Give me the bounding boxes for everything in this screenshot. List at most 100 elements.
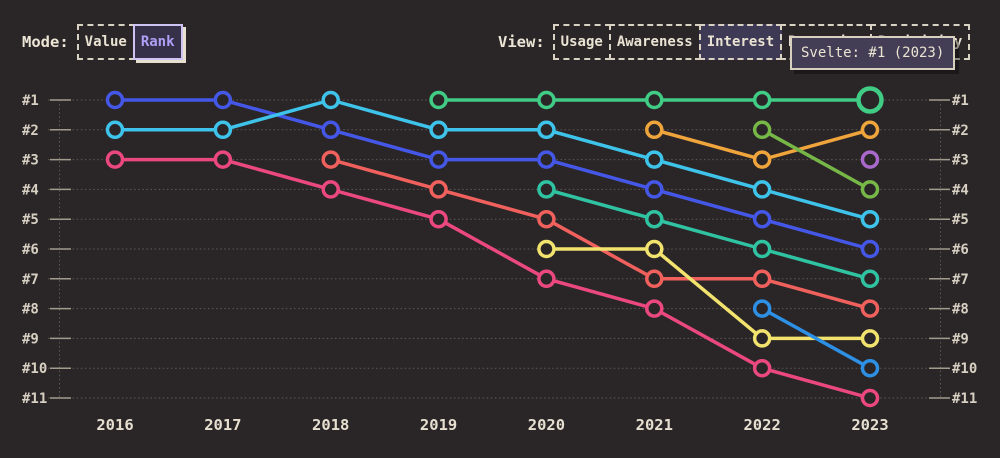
data-point-yellow-2022[interactable] — [752, 329, 772, 348]
data-point-cyan-2022[interactable] — [752, 180, 772, 199]
data-point-pink-2023[interactable] — [860, 388, 880, 408]
view-button-awareness[interactable]: Awareness — [608, 24, 701, 60]
data-point-salmon-2022[interactable] — [752, 269, 772, 289]
mode-button-value[interactable]: Value — [76, 24, 135, 60]
data-point-salmon-2023[interactable] — [860, 299, 880, 318]
year-label: 2018 — [312, 416, 349, 434]
data-point-cyan-2016[interactable] — [105, 120, 125, 140]
series-line-cyan — [113, 98, 872, 221]
data-point-cyan-2017[interactable] — [213, 120, 233, 140]
data-point-royal-blue-2019[interactable] — [429, 150, 448, 169]
year-label: 2019 — [420, 416, 457, 434]
chart-tooltip: Svelte: #1 (2023) — [790, 36, 956, 70]
data-point-purple-2023[interactable] — [860, 150, 880, 169]
rank-label-right: #7 — [952, 272, 969, 288]
rank-label-right: #6 — [952, 242, 969, 258]
rank-label-left: #8 — [22, 302, 39, 318]
data-point-pink-2020[interactable] — [537, 269, 556, 289]
rank-label-left: #7 — [22, 272, 39, 288]
mode-button-row: Value Rank — [76, 24, 183, 60]
data-point-yellow-2023[interactable] — [860, 329, 880, 348]
rank-label-left: #10 — [22, 361, 47, 377]
data-point-Svelte-2019[interactable] — [429, 90, 448, 110]
mode-label: Mode: — [22, 33, 69, 51]
data-point-Svelte-2023-highlighted[interactable] — [856, 86, 884, 114]
data-point-pink-2019[interactable] — [429, 209, 448, 229]
data-point-apple-green-2022[interactable] — [752, 120, 772, 140]
data-point-pink-2022[interactable] — [752, 358, 772, 378]
rank-label-left: #3 — [22, 153, 39, 169]
rank-label-left: #2 — [22, 123, 39, 139]
data-point-royal-blue-2023[interactable] — [860, 239, 880, 259]
rank-label-left: #9 — [22, 331, 39, 347]
mode-button-rank[interactable]: Rank — [132, 24, 183, 60]
data-point-teal-2020[interactable] — [537, 180, 556, 199]
data-point-salmon-2020[interactable] — [537, 209, 556, 229]
data-point-teal-2022[interactable] — [752, 239, 772, 259]
rank-label-left: #5 — [22, 212, 39, 228]
rank-label-left: #6 — [22, 242, 39, 258]
data-point-royal-blue-2016[interactable] — [105, 90, 125, 110]
series-line-bright-blue — [760, 306, 872, 370]
data-point-royal-blue-2018[interactable] — [321, 120, 340, 140]
data-point-royal-blue-2017[interactable] — [213, 90, 233, 110]
chart-tooltip-text: Svelte: #1 (2023) — [801, 45, 945, 61]
year-label: 2017 — [204, 416, 241, 434]
data-point-salmon-2021[interactable] — [645, 269, 664, 289]
rank-label-right: #2 — [952, 123, 969, 139]
rank-label-right: #11 — [952, 391, 977, 407]
data-point-Svelte-2020[interactable] — [537, 90, 556, 110]
series-line-apple-green — [760, 128, 872, 192]
data-point-Svelte-2022[interactable] — [752, 90, 772, 110]
data-point-bright-blue-2022[interactable] — [752, 299, 772, 318]
rank-label-left: #4 — [22, 182, 39, 198]
view-label: View: — [498, 33, 545, 51]
data-point-bright-blue-2023[interactable] — [860, 358, 880, 378]
data-point-royal-blue-2021[interactable] — [645, 180, 664, 199]
data-point-cyan-2018[interactable] — [321, 90, 340, 110]
rank-label-right: #5 — [952, 212, 969, 228]
data-point-salmon-2019[interactable] — [429, 180, 448, 199]
data-point-yellow-2020[interactable] — [537, 239, 556, 259]
series-line-salmon — [328, 157, 872, 311]
rank-label-right: #10 — [952, 361, 977, 377]
data-point-cyan-2023[interactable] — [860, 209, 880, 229]
data-point-teal-2023[interactable] — [860, 269, 880, 289]
series-line-teal — [544, 187, 872, 281]
rank-label-left: #11 — [22, 391, 47, 407]
data-point-cyan-2021[interactable] — [645, 150, 664, 169]
rank-label-left: #1 — [22, 93, 39, 109]
year-label: 2016 — [96, 416, 133, 434]
data-point-royal-blue-2022[interactable] — [752, 209, 772, 229]
data-point-royal-blue-2020[interactable] — [537, 150, 556, 169]
data-point-salmon-2018[interactable] — [321, 150, 340, 169]
view-button-usage[interactable]: Usage — [552, 24, 611, 60]
view-button-interest[interactable]: Interest — [698, 24, 783, 60]
rank-label-right: #1 — [952, 93, 969, 109]
data-point-cyan-2020[interactable] — [537, 120, 556, 140]
data-point-cyan-2019[interactable] — [429, 120, 448, 140]
rank-label-right: #3 — [952, 153, 969, 169]
data-point-apple-green-2023[interactable] — [860, 180, 880, 199]
data-point-pink-2018[interactable] — [321, 180, 340, 199]
rank-label-right: #4 — [952, 182, 969, 198]
year-label: 2020 — [528, 416, 565, 434]
data-point-orange-2022[interactable] — [752, 150, 772, 169]
mode-control: Mode: Value Rank — [22, 24, 183, 60]
data-point-pink-2017[interactable] — [213, 150, 233, 169]
year-label: 2022 — [743, 416, 780, 434]
data-point-orange-2023[interactable] — [860, 120, 880, 140]
year-label: 2021 — [636, 416, 673, 434]
data-point-pink-2021[interactable] — [645, 299, 664, 318]
series-line-royal-blue — [113, 98, 872, 251]
data-point-Svelte-2021[interactable] — [645, 90, 664, 110]
data-point-yellow-2021[interactable] — [645, 239, 664, 259]
data-point-pink-2016[interactable] — [105, 150, 125, 169]
rank-label-right: #9 — [952, 331, 969, 347]
data-point-teal-2021[interactable] — [645, 209, 664, 229]
year-label: 2023 — [851, 416, 888, 434]
series-line-pink — [113, 157, 872, 400]
data-point-orange-2021[interactable] — [645, 120, 664, 140]
rank-label-right: #8 — [952, 302, 969, 318]
